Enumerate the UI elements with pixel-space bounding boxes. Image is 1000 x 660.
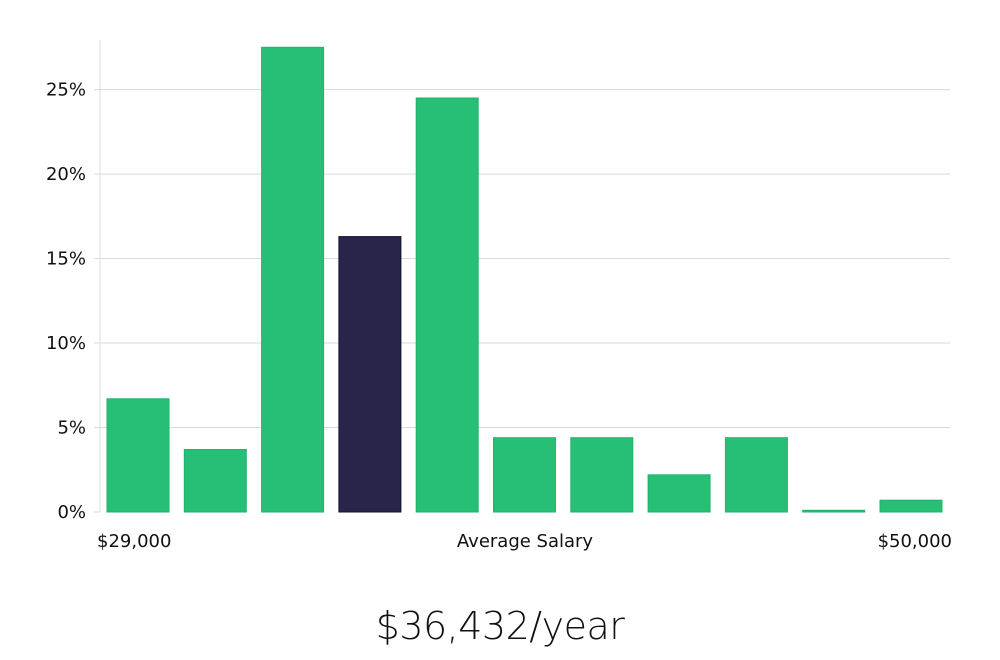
- x-max-label: $50,000: [878, 531, 952, 552]
- y-tick-label: 25%: [46, 80, 86, 101]
- x-axis-label: Average Salary: [457, 531, 594, 552]
- gridlines: [94, 89, 950, 513]
- y-tick-label: 10%: [46, 333, 86, 354]
- bars: [106, 46, 943, 513]
- average-salary-value: $36,432/year: [375, 604, 625, 648]
- y-tick-label: 5%: [57, 418, 86, 439]
- bar: [106, 398, 170, 513]
- bar: [415, 97, 479, 513]
- bar: [261, 46, 325, 513]
- y-tick-label: 15%: [46, 249, 86, 270]
- bar: [802, 509, 866, 513]
- y-tick-labels: 0% 5% 10% 15% 20% 25%: [46, 80, 86, 523]
- salary-histogram: 0%5%10%15%20%25% $29,000 Average Salary …: [46, 40, 952, 552]
- bar-highlighted: [338, 236, 402, 513]
- y-tick-label: 0%: [57, 502, 86, 523]
- bar: [183, 449, 247, 513]
- bar: [570, 437, 634, 513]
- bar: [647, 474, 711, 513]
- bar: [724, 437, 788, 513]
- bar: [493, 437, 556, 513]
- bar: [879, 499, 943, 513]
- y-tick-label: 20%: [46, 164, 86, 185]
- x-min-label: $29,000: [97, 531, 171, 552]
